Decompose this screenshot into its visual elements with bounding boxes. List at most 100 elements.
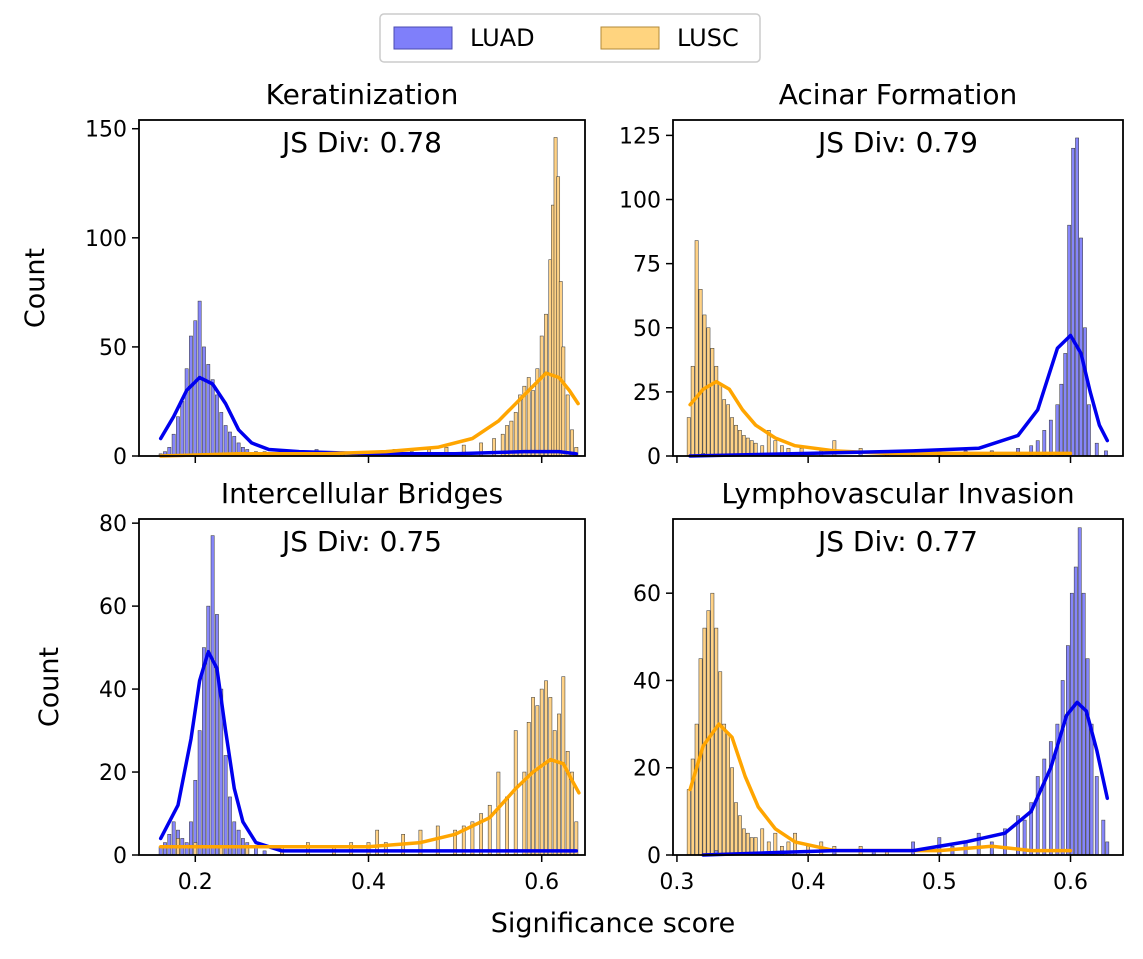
hist-bar-luad xyxy=(1035,776,1040,856)
hist-bar-luad xyxy=(210,379,215,457)
hist-bar-lusc xyxy=(496,771,501,856)
hist-bar-lusc xyxy=(349,842,354,856)
js-div-annotation: JS Div: 0.77 xyxy=(816,525,978,558)
hist-bar-luad xyxy=(176,416,180,457)
y-tick-label: 0 xyxy=(113,844,127,869)
legend: LUAD LUSC xyxy=(379,13,761,63)
hist-bar-luad xyxy=(171,433,176,457)
hist-bar-lusc xyxy=(706,327,711,457)
kde-line-lusc xyxy=(158,371,580,458)
hist-bar-lusc xyxy=(694,723,699,856)
kde-line-lusc xyxy=(688,722,1073,853)
hist-bar-lusc xyxy=(193,842,198,856)
hist-bar-luad xyxy=(1077,527,1082,856)
hist-bar-luad xyxy=(215,394,219,457)
x-tick-label: 0.2 xyxy=(178,870,213,895)
hist-bar-lusc xyxy=(730,417,734,457)
hist-bar-luad xyxy=(180,401,185,457)
hist-bar-luad xyxy=(171,821,176,856)
hist-bar-luad xyxy=(1089,723,1094,856)
axes-frame xyxy=(672,518,1124,856)
hist-bar-lusc xyxy=(539,688,544,856)
kde-line-luad xyxy=(701,700,1110,857)
hist-bar-lusc xyxy=(694,240,699,457)
hist-bar-lusc xyxy=(710,348,715,457)
hist-bar-luad xyxy=(1101,819,1106,856)
y-tick-label: 40 xyxy=(633,669,661,694)
hist-bar-luad xyxy=(1087,404,1091,457)
hist-bar-lusc xyxy=(738,815,742,856)
y-tick-label: 150 xyxy=(85,118,127,143)
hist-bar-luad xyxy=(1063,353,1068,457)
hist-bar-luad xyxy=(1085,658,1090,856)
kde-line-luad xyxy=(688,333,1110,458)
y-tick-label: 20 xyxy=(633,757,661,782)
hist-bar-luad xyxy=(1067,224,1072,457)
hist-bar-lusc xyxy=(686,789,691,856)
hist-bar-lusc xyxy=(548,697,553,856)
panel-title: Acinar Formation xyxy=(779,78,1017,111)
hist-bar-luad xyxy=(184,368,189,457)
hist-bar-luad xyxy=(167,834,172,856)
hist-bar-luad xyxy=(1071,147,1076,457)
hist-bar-luad xyxy=(1094,442,1099,457)
x-axis-label: Significance score xyxy=(491,908,736,939)
hist-bar-luad xyxy=(197,730,202,856)
y-tick-label: 100 xyxy=(85,227,127,252)
hist-bar-lusc xyxy=(760,828,765,856)
hist-bar-luad xyxy=(206,364,211,457)
hist-bar-lusc xyxy=(698,289,703,457)
hist-bar-lusc xyxy=(518,394,522,457)
hist-bar-luad xyxy=(976,832,981,856)
hist-bar-lusc xyxy=(714,627,719,856)
panel-acinar-formation: Acinar Formation 0 25 50 75 100 125 JS Div: 0.7… xyxy=(619,78,1124,470)
hist-bar-lusc xyxy=(557,713,561,856)
axes-frame xyxy=(672,119,1124,457)
hist-bar-lusc xyxy=(706,610,711,856)
hist-bar-luad xyxy=(989,841,994,856)
hist-bar-luad xyxy=(1048,419,1053,457)
hist-bar-luad xyxy=(1055,404,1060,457)
legend-label-lusc: LUSC xyxy=(677,24,739,52)
x-tick-label: 0.6 xyxy=(524,870,559,895)
hist-bar-luad xyxy=(206,605,211,856)
hist-bar-lusc xyxy=(718,671,723,856)
hist-bar-luad xyxy=(232,821,237,856)
hist-bar-luad xyxy=(236,829,241,856)
hist-bar-luad xyxy=(223,755,228,856)
hist-bar-lusc xyxy=(513,412,518,457)
hist-bar-luad xyxy=(911,841,915,856)
hist-bar-luad xyxy=(219,412,224,457)
y-tick-label: 40 xyxy=(99,678,127,703)
hist-bar-luad xyxy=(215,614,219,856)
kde-line-luad xyxy=(158,375,579,456)
y-tick-label: 60 xyxy=(99,595,127,620)
hist-bar-luad xyxy=(163,842,167,856)
legend-frame xyxy=(379,13,761,63)
hist-bar-lusc xyxy=(710,592,715,856)
panel-lymphovascular-invasion: Lymphovascular Invasion 0 20 40 60 0.3 0.4 0.5 0… xyxy=(633,477,1124,895)
hist-bar-lusc xyxy=(526,722,531,856)
hist-bar-lusc xyxy=(722,399,727,457)
js-div-annotation: JS Div: 0.75 xyxy=(280,525,442,558)
kde-line-lusc xyxy=(688,379,1073,456)
y-tick-label: 75 xyxy=(633,253,661,278)
y-tick-label: 50 xyxy=(633,317,661,342)
hist-bar-lusc xyxy=(734,802,738,856)
hist-bar-luad xyxy=(223,425,228,457)
hist-bar-lusc xyxy=(738,430,742,457)
hist-bar-luad xyxy=(202,647,206,856)
y-tick-label: 80 xyxy=(99,512,127,537)
hist-bar-luad xyxy=(1083,327,1087,457)
hist-bar-lusc xyxy=(726,732,730,856)
x-tick-label: 0.5 xyxy=(922,870,957,895)
hist-bar-luad xyxy=(210,535,215,856)
y-axis-label: Count xyxy=(20,248,51,328)
y-tick-label: 0 xyxy=(647,445,661,470)
panel-title: Keratinization xyxy=(266,78,459,111)
hist-bar-luad xyxy=(1060,680,1065,856)
hist-bar-luad xyxy=(1081,592,1086,856)
hist-bar-lusc xyxy=(561,346,566,457)
hist-bar-lusc xyxy=(690,365,695,457)
